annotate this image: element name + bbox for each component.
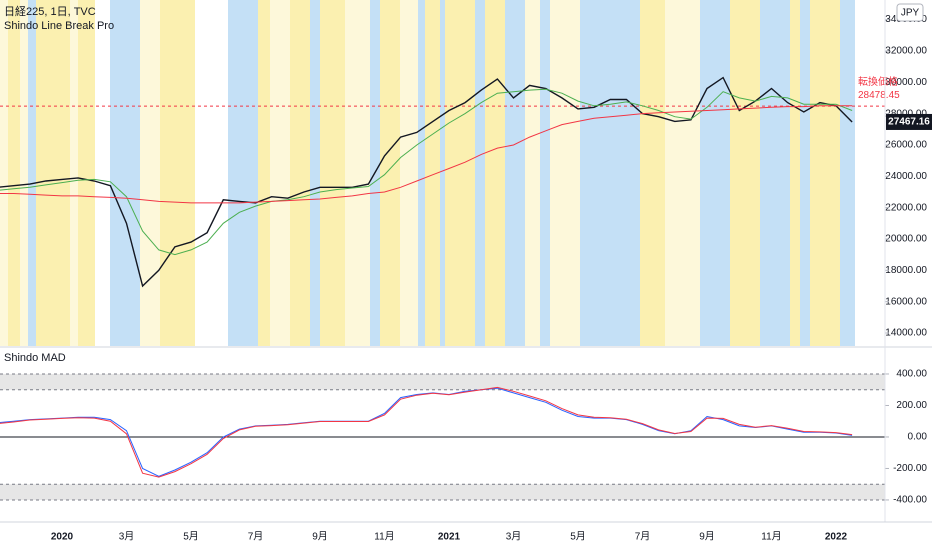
x-tick-label: 7月 xyxy=(248,531,264,543)
y-tick-label: -200.00 xyxy=(893,463,927,474)
state-band xyxy=(290,0,310,346)
y-tick-label: 400.00 xyxy=(896,369,927,380)
plot: 14000.00 16000.00 18000.00 20000.00 22000.00… xyxy=(0,14,932,543)
state-band xyxy=(270,0,290,346)
state-band xyxy=(160,0,195,346)
y-tick-label: 26000.00 xyxy=(885,140,927,151)
series-line xyxy=(0,105,853,204)
state-bands xyxy=(0,0,855,346)
state-band xyxy=(810,0,840,346)
series-line xyxy=(0,386,853,478)
x-tick-label: 5月 xyxy=(570,531,586,543)
y-tick-label: 20000.00 xyxy=(885,234,927,245)
y-tick-label: 16000.00 xyxy=(885,296,927,307)
state-band xyxy=(258,0,270,346)
state-band xyxy=(380,0,400,346)
state-band xyxy=(485,0,505,346)
x-tick-label: 5月 xyxy=(183,531,199,543)
state-band xyxy=(0,0,8,346)
state-band xyxy=(70,0,78,346)
annotation-label: 転換価格 xyxy=(858,75,898,88)
x-tick-label: 11月 xyxy=(374,531,394,543)
state-band xyxy=(730,0,760,346)
indicator-title: Shindo MAD xyxy=(4,352,66,364)
annotation-value: 28478.45 xyxy=(858,90,900,101)
state-band xyxy=(525,0,540,346)
y-tick-label: 18000.00 xyxy=(885,265,927,276)
y-tick-label: 14000.00 xyxy=(885,328,927,339)
x-tick-label: 3月 xyxy=(119,531,135,543)
currency-box[interactable] xyxy=(896,3,924,22)
chart-subtitle: Shindo Line Break Pro xyxy=(4,20,114,32)
state-band xyxy=(640,0,665,346)
chart-title: 日経225, 1日, TVC xyxy=(4,5,96,18)
y-tick-label: 22000.00 xyxy=(885,202,927,213)
state-band xyxy=(110,0,140,346)
last-price: 27467.16 xyxy=(888,117,930,128)
y-tick-label: 28000.00 xyxy=(885,108,927,119)
x-tick-label: 7月 xyxy=(635,531,651,543)
zone xyxy=(0,373,885,390)
state-band xyxy=(760,0,790,346)
state-band xyxy=(418,0,425,346)
y-tick-label: 0.00 xyxy=(908,432,928,443)
x-tick-label: 3月 xyxy=(506,531,522,543)
state-band xyxy=(800,0,810,346)
y-tick-label: 200.00 xyxy=(896,400,927,411)
state-band xyxy=(20,0,28,346)
y-tick-label: -400.00 xyxy=(893,495,927,506)
state-band xyxy=(195,0,228,346)
state-band xyxy=(140,0,160,346)
zone xyxy=(0,484,885,500)
x-tick-label: 2022 xyxy=(825,532,848,543)
state-band xyxy=(36,0,70,346)
state-band xyxy=(475,0,485,346)
state-band xyxy=(228,0,258,346)
series-line xyxy=(0,88,853,256)
state-band xyxy=(320,0,345,346)
state-band xyxy=(345,0,370,346)
state-band xyxy=(505,0,525,346)
state-band xyxy=(8,0,20,346)
state-band xyxy=(445,0,475,346)
state-band xyxy=(440,0,445,346)
state-band xyxy=(665,0,700,346)
state-band xyxy=(550,0,580,346)
state-band xyxy=(790,0,800,346)
y-tick-label: 24000.00 xyxy=(885,171,927,182)
state-band xyxy=(95,0,110,346)
x-tick-label: 11月 xyxy=(761,531,781,543)
y-tick-label: 30000.00 xyxy=(885,77,927,88)
last-price-box xyxy=(886,113,932,130)
x-tick-label: 2021 xyxy=(438,532,461,543)
currency[interactable]: JPY xyxy=(901,8,920,19)
y-tick-label: 32000.00 xyxy=(885,46,927,57)
state-band xyxy=(840,0,855,346)
state-band xyxy=(310,0,320,346)
state-band xyxy=(400,0,418,346)
state-band xyxy=(425,0,440,346)
state-band xyxy=(700,0,730,346)
series-line xyxy=(0,76,853,288)
state-band xyxy=(580,0,640,346)
x-tick-label: 2020 xyxy=(51,532,74,543)
x-tick-label: 9月 xyxy=(699,531,715,543)
state-band xyxy=(28,0,36,346)
state-band xyxy=(540,0,550,346)
x-tick-label: 9月 xyxy=(312,531,328,543)
state-band xyxy=(78,0,95,346)
